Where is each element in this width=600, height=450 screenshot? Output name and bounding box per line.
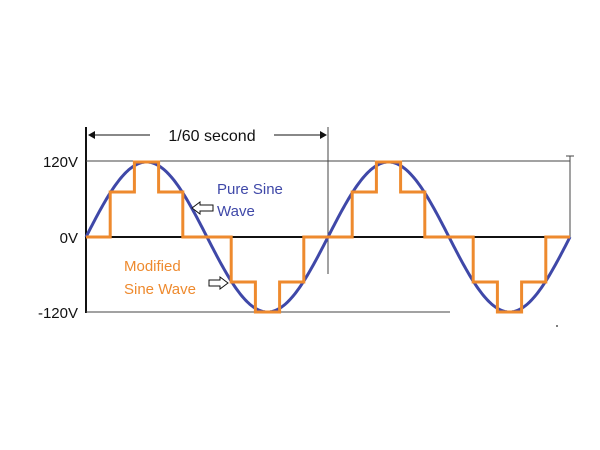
pure-sine-pointer-arrow <box>191 201 214 215</box>
modified-sine-label: Modified Sine Wave <box>124 258 196 298</box>
y-label-bottom: -120V <box>38 305 78 322</box>
y-label-top: 120V <box>43 154 78 171</box>
modified-sine-pointer-arrow <box>208 276 229 290</box>
modified-sine-label-line1: Modified <box>124 258 181 275</box>
period-arrowhead-right <box>320 131 327 139</box>
pure-sine-label-line1: Pure Sine <box>217 181 283 198</box>
modified-sine-label-line2: Sine Wave <box>124 281 196 298</box>
period-arrowhead-left <box>88 131 95 139</box>
pure-sine-label: Pure Sine Wave <box>217 181 287 220</box>
corner-dot <box>556 325 558 327</box>
pure-sine-label-line2: Wave <box>217 203 255 220</box>
period-label: 1/60 second <box>168 128 255 145</box>
y-label-middle: 0V <box>60 230 78 247</box>
modified-sine-wave <box>86 160 570 314</box>
